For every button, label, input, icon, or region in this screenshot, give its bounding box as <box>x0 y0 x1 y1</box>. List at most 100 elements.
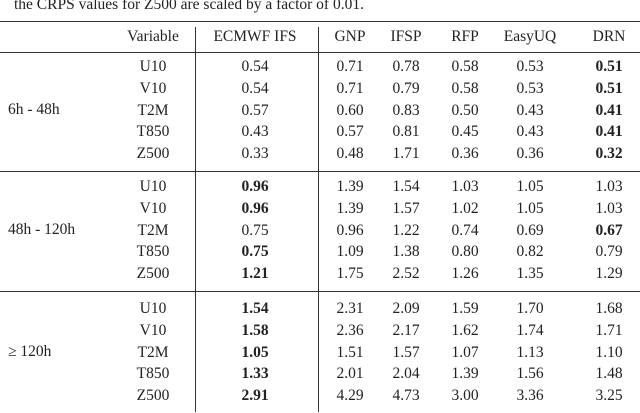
value-cell: 0.83 <box>392 101 420 119</box>
value-cell: 1.29 <box>595 265 623 283</box>
value-cell: 0.81 <box>392 123 420 141</box>
value-cell: 1.13 <box>516 343 544 361</box>
value-cell: 1.38 <box>392 243 420 261</box>
value-cell: 0.48 <box>336 145 364 163</box>
value-cell: 2.17 <box>392 321 420 339</box>
variable-cell: U10 <box>139 300 167 317</box>
value-cell: 0.74 <box>451 221 479 239</box>
column-header: ECMWF IFS <box>213 28 297 45</box>
value-cell: 1.59 <box>451 300 479 317</box>
value-cell: 0.78 <box>392 58 420 75</box>
value-cell: 0.58 <box>451 79 479 97</box>
value-cell: 0.82 <box>516 243 544 261</box>
value-cell: 0.57 <box>336 123 364 141</box>
value-cell: 0.96 <box>336 221 364 239</box>
value-cell: 0.41 <box>595 123 623 141</box>
value-cell: 0.79 <box>595 243 623 261</box>
value-cell: 0.32 <box>595 145 623 163</box>
value-cell: 0.33 <box>241 145 269 163</box>
value-cell: 1.05 <box>516 199 544 217</box>
column-header: Variable <box>127 28 179 45</box>
variable-cell: T850 <box>136 243 170 261</box>
variable-cell: T850 <box>136 365 170 383</box>
value-cell: 1.62 <box>451 321 479 339</box>
value-cell: 0.80 <box>451 243 479 261</box>
value-cell: 0.75 <box>241 221 269 239</box>
column-header: IFSP <box>390 28 422 45</box>
variable-cell: T2M <box>137 101 169 119</box>
column-divider <box>318 27 319 412</box>
value-cell: 0.54 <box>241 58 269 75</box>
value-cell: 1.33 <box>241 365 269 383</box>
group-label: ≥ 120h <box>8 343 52 360</box>
column-header: EasyUQ <box>503 28 557 45</box>
value-cell: 0.43 <box>516 123 544 141</box>
column-header: DRN <box>592 28 626 45</box>
value-cell: 0.51 <box>595 58 623 75</box>
value-cell: 0.58 <box>451 58 479 75</box>
variable-cell: Z500 <box>136 265 170 283</box>
value-cell: 1.22 <box>392 221 420 239</box>
value-cell: 4.73 <box>392 387 420 405</box>
value-cell: 0.36 <box>451 145 479 163</box>
top-rule <box>0 21 640 22</box>
value-cell: 1.05 <box>241 343 269 361</box>
value-cell: 1.75 <box>336 265 364 283</box>
value-cell: 1.51 <box>336 343 364 361</box>
value-cell: 2.01 <box>336 365 364 383</box>
value-cell: 2.52 <box>392 265 420 283</box>
value-cell: 0.45 <box>451 123 479 141</box>
value-cell: 4.29 <box>336 387 364 405</box>
value-cell: 0.36 <box>516 145 544 163</box>
value-cell: 1.71 <box>595 321 623 339</box>
group-label: 6h - 48h <box>8 101 60 118</box>
value-cell: 1.39 <box>336 178 364 195</box>
value-cell: 1.54 <box>392 178 420 195</box>
value-cell: 0.96 <box>241 199 269 217</box>
value-cell: 1.26 <box>451 265 479 283</box>
column-header: RFP <box>451 28 479 45</box>
group-label: 48h - 120h <box>8 221 76 238</box>
column-header: GNP <box>334 28 366 45</box>
value-cell: 1.39 <box>336 199 364 217</box>
variable-cell: U10 <box>139 178 167 195</box>
value-cell: 1.02 <box>451 199 479 217</box>
header-rule <box>0 52 640 53</box>
value-cell: 1.74 <box>516 321 544 339</box>
value-cell: 0.53 <box>516 79 544 97</box>
value-cell: 1.57 <box>392 343 420 361</box>
value-cell: 1.03 <box>595 178 623 195</box>
variable-cell: Z500 <box>136 145 170 163</box>
value-cell: 0.43 <box>241 123 269 141</box>
value-cell: 0.71 <box>336 58 364 75</box>
value-cell: 3.00 <box>451 387 479 405</box>
value-cell: 1.58 <box>241 321 269 339</box>
variable-cell: T850 <box>136 123 170 141</box>
value-cell: 2.31 <box>336 300 364 317</box>
value-cell: 0.54 <box>241 79 269 97</box>
variable-cell: T2M <box>137 343 169 361</box>
value-cell: 1.21 <box>241 265 269 283</box>
value-cell: 0.43 <box>516 101 544 119</box>
variable-cell: Z500 <box>136 387 170 405</box>
value-cell: 0.67 <box>595 221 623 239</box>
variable-cell: V10 <box>139 321 167 339</box>
value-cell: 1.39 <box>451 365 479 383</box>
variable-cell: V10 <box>139 199 167 217</box>
value-cell: 1.68 <box>595 300 623 317</box>
value-cell: 0.96 <box>241 178 269 195</box>
value-cell: 0.60 <box>336 101 364 119</box>
value-cell: 3.25 <box>595 387 623 405</box>
value-cell: 1.48 <box>595 365 623 383</box>
group-rule <box>0 171 640 172</box>
value-cell: 1.35 <box>516 265 544 283</box>
value-cell: 0.69 <box>516 221 544 239</box>
group-rule <box>0 291 640 292</box>
value-cell: 0.75 <box>241 243 269 261</box>
value-cell: 2.09 <box>392 300 420 317</box>
value-cell: 2.04 <box>392 365 420 383</box>
value-cell: 0.51 <box>595 79 623 97</box>
value-cell: 1.09 <box>336 243 364 261</box>
variable-cell: V10 <box>139 79 167 97</box>
